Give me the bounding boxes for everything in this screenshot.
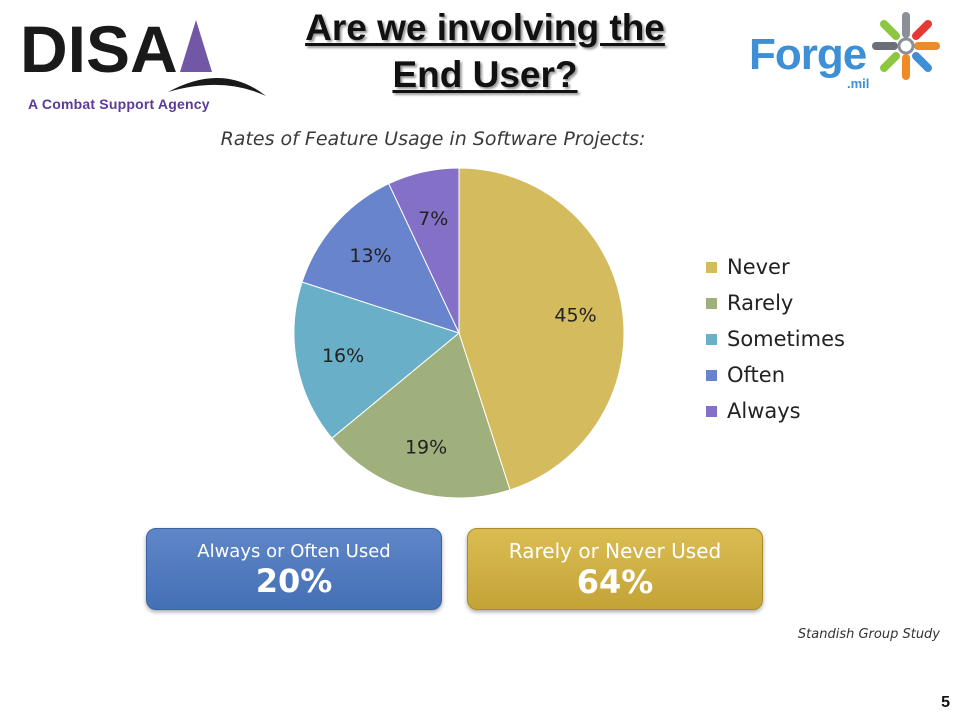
forge-logo-word: Forge [749,30,867,79]
never-used-box: Rarely or Never Used 64% [467,528,763,610]
pie-label-always: 7% [418,208,448,230]
pie-label-rarely: 19% [405,436,447,458]
pie-slices [293,167,625,499]
pie-label-never: 45% [554,305,596,327]
chart-legend: Never Rarely Sometimes Often Always [706,249,845,429]
often-used-box: Always or Often Used 20% [146,528,442,610]
pie-slice-often [301,183,460,334]
legend-swatch [706,333,717,345]
disa-logo-text: DISA [20,12,178,86]
pie-label-often: 13% [349,245,391,267]
pie-slice-rarely [331,332,511,499]
forge-logo: Forge .mil [745,8,945,91]
pie-slice-always [388,167,460,334]
never-used-value: 64% [576,563,654,601]
legend-swatch [706,369,717,381]
often-used-value: 20% [255,562,333,600]
source-note: Standish Group Study [797,627,940,642]
forge-logo-suffix: .mil [847,76,870,91]
legend-swatch [706,405,717,417]
legend-label: Never [727,255,790,279]
pie-slice-never [458,167,625,491]
slide-title: Are we involving the End User? [240,4,730,98]
disa-accent [180,20,212,72]
legend-label: Rarely [727,291,794,315]
legend-item-often: Often [706,357,845,393]
page-number: 5 [941,694,950,711]
title-line-1: Are we involving the [305,7,665,48]
disa-tagline: A Combat Support Agency [28,96,210,112]
legend-swatch [706,261,717,273]
pie-label-sometimes: 16% [322,345,364,367]
legend-swatch [706,297,717,309]
legend-label: Always [727,399,801,423]
legend-item-sometimes: Sometimes [706,321,845,357]
legend-label: Often [727,363,786,387]
legend-item-rarely: Rarely [706,285,845,321]
often-used-label: Always or Often Used [197,541,391,562]
legend-label: Sometimes [727,327,845,351]
title-line-2: End User? [392,54,578,95]
legend-item-never: Never [706,249,845,285]
never-used-label: Rarely or Never Used [508,539,722,563]
pie-slice-sometimes [293,281,461,439]
forge-asterisk-icon [872,12,940,80]
disa-logo: DISA A Combat Support Agency [18,10,268,120]
disa-swoosh [168,77,266,96]
chart-title: Rates of Feature Usage in Software Proje… [220,128,646,150]
legend-item-always: Always [706,393,845,429]
pie-labels: 45% 19% 16% 13% 7% [322,208,597,458]
disa-logo-mark: DISA [20,12,266,96]
